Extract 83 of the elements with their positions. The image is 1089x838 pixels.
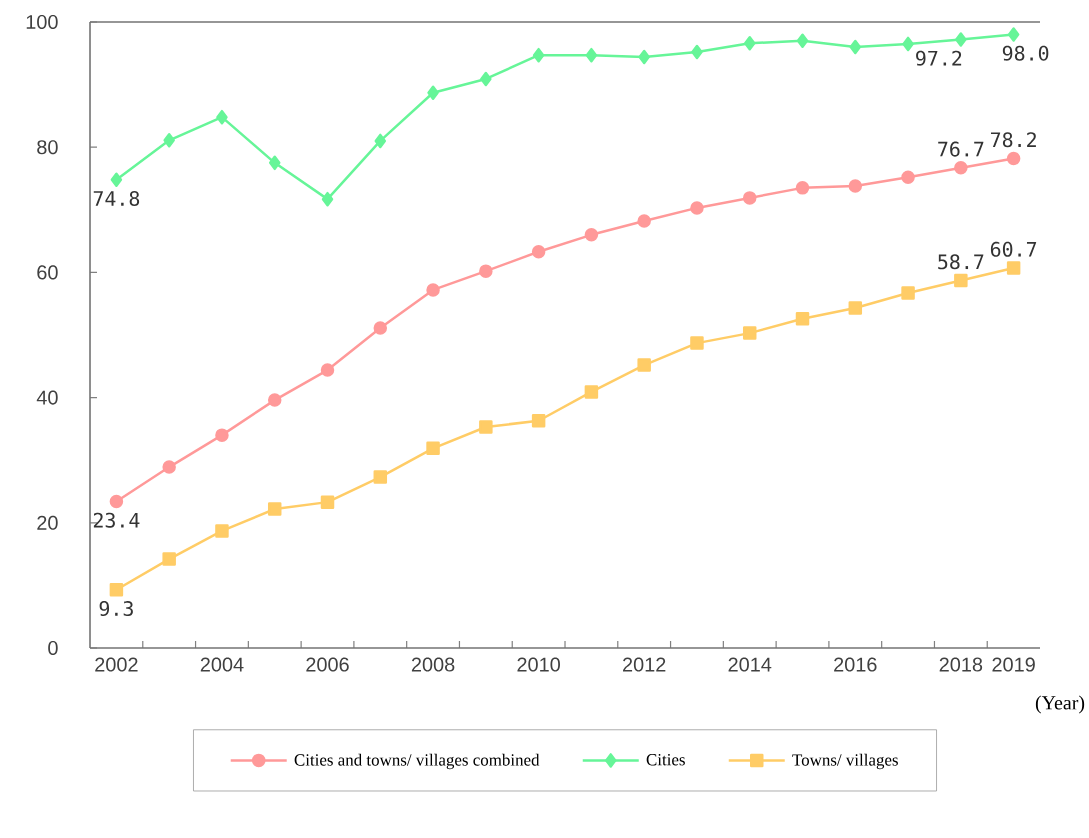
y-tick-label: 100 xyxy=(26,14,58,30)
point xyxy=(109,494,124,509)
data-label: 76.7 xyxy=(938,141,984,157)
x-tick-label: 2004 xyxy=(200,657,244,672)
point xyxy=(637,214,651,228)
x-tick-label: 2016 xyxy=(834,657,877,672)
point xyxy=(215,428,229,442)
y-tick-label: 0 xyxy=(48,640,58,656)
point xyxy=(321,191,334,207)
y-tick-label: 20 xyxy=(37,515,58,530)
point xyxy=(162,552,176,566)
point xyxy=(955,32,967,47)
point xyxy=(848,301,863,315)
data-label: 9.3 xyxy=(99,600,133,617)
point xyxy=(531,414,546,428)
point xyxy=(585,47,598,63)
point xyxy=(1007,27,1020,42)
point xyxy=(479,420,493,434)
point xyxy=(743,36,756,51)
point xyxy=(901,286,915,300)
y-tick-label: 40 xyxy=(36,390,58,405)
x-tick-label: 2010 xyxy=(517,657,560,672)
legend-label: Towns/ villages xyxy=(792,753,898,770)
point xyxy=(426,441,440,456)
point xyxy=(638,49,650,65)
data-label: 78.2 xyxy=(990,132,1036,148)
point xyxy=(427,85,439,100)
point xyxy=(426,283,440,297)
point xyxy=(479,264,493,278)
point xyxy=(637,358,651,372)
x-tick-label: 2012 xyxy=(623,657,666,672)
point xyxy=(110,172,123,187)
x-tick-label: 2014 xyxy=(728,657,772,672)
point xyxy=(1006,151,1021,166)
x-tick-label: 2018 xyxy=(939,657,983,672)
point xyxy=(373,321,388,335)
y-tick-label: 80 xyxy=(37,140,58,155)
point xyxy=(373,470,388,484)
point xyxy=(848,179,863,193)
point xyxy=(795,181,810,195)
point xyxy=(690,336,704,350)
point xyxy=(162,460,176,474)
legend-label: Cities and towns/ villages combined xyxy=(294,753,540,770)
point xyxy=(320,495,335,509)
data-label: 97.2 xyxy=(916,50,962,66)
point xyxy=(267,393,282,407)
point xyxy=(849,39,862,55)
x-tick-label: 2008 xyxy=(411,657,455,672)
point xyxy=(691,44,703,60)
point xyxy=(531,244,546,259)
point xyxy=(742,326,757,340)
point xyxy=(215,524,229,538)
x-tick-label: 2002 xyxy=(95,657,138,672)
point xyxy=(954,273,968,288)
x-tick-label: 2006 xyxy=(306,657,349,672)
x-tick-label: 2019 xyxy=(992,657,1035,672)
y-tick-label: 60 xyxy=(37,265,58,280)
point xyxy=(796,33,809,49)
point xyxy=(584,385,599,399)
x-axis-title: (Year) xyxy=(1035,695,1085,714)
point xyxy=(690,201,704,215)
data-label: 98.0 xyxy=(1002,45,1049,61)
data-label: 60.7 xyxy=(990,241,1037,257)
point xyxy=(480,71,492,87)
point xyxy=(374,133,387,149)
legend-label: Cities xyxy=(646,754,685,766)
data-label: 74.8 xyxy=(93,190,140,206)
data-label: 58.7 xyxy=(938,254,984,270)
point xyxy=(1006,261,1021,275)
point xyxy=(902,36,914,52)
point xyxy=(584,228,599,242)
point xyxy=(216,109,228,125)
point xyxy=(163,133,175,148)
point xyxy=(901,170,915,184)
point xyxy=(532,47,545,63)
point xyxy=(742,191,757,205)
point xyxy=(954,161,968,175)
point xyxy=(267,502,282,516)
data-label: 23.4 xyxy=(93,512,140,528)
point xyxy=(109,583,124,597)
point xyxy=(795,311,810,326)
point xyxy=(268,155,281,171)
point xyxy=(320,363,335,377)
